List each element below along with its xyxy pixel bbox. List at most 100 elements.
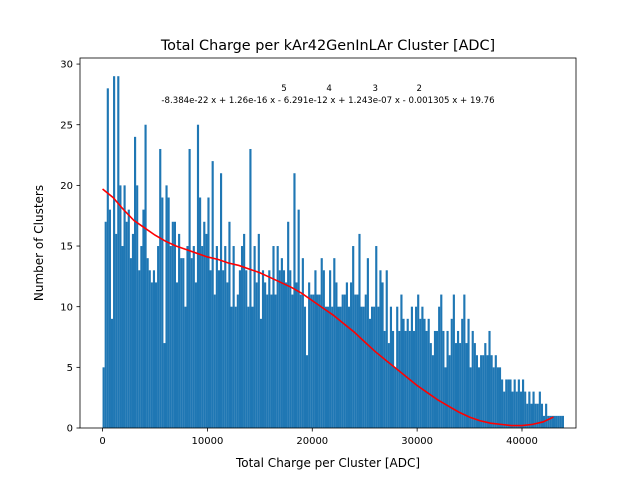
histogram-bar — [274, 294, 277, 428]
histogram-bar — [253, 246, 256, 428]
histogram-bar — [215, 246, 218, 428]
histogram-bar — [264, 282, 267, 428]
histogram-bar — [115, 233, 118, 428]
histogram-bar — [498, 367, 502, 428]
histogram-bar — [134, 136, 137, 428]
histogram-bar — [291, 294, 294, 428]
histogram-bar — [475, 355, 479, 428]
x-tick-label: 30000 — [401, 436, 433, 447]
histogram-bar — [138, 270, 141, 428]
histogram-bar — [515, 391, 518, 428]
histogram-bar — [356, 294, 359, 428]
histogram-bar — [444, 367, 447, 428]
histogram-bar — [180, 258, 183, 428]
histogram-bar — [480, 355, 483, 428]
histogram-bar — [314, 270, 317, 428]
histogram-bar — [517, 379, 520, 428]
histogram-bar — [224, 246, 227, 428]
histogram-bar — [347, 306, 351, 428]
histogram-bar — [199, 197, 202, 428]
histogram-bar — [538, 391, 541, 428]
histogram-bar — [333, 258, 336, 428]
histogram-bar — [442, 330, 445, 428]
histogram-bar — [266, 294, 269, 428]
histogram-bar — [429, 343, 432, 428]
histogram-bar — [293, 173, 296, 428]
histogram-bar — [121, 246, 124, 428]
histogram-bar — [169, 246, 172, 428]
fit-layer — [102, 188, 554, 427]
histogram-bar — [276, 246, 279, 428]
histogram-bar — [240, 246, 244, 428]
histogram-bar — [490, 355, 493, 428]
histogram-bar — [387, 343, 390, 428]
histogram-bar — [278, 270, 281, 428]
histogram-bar — [167, 197, 170, 428]
histogram-bar — [201, 246, 204, 428]
histogram-bar — [194, 282, 197, 428]
histogram-bar — [228, 221, 231, 428]
histogram-bar — [305, 355, 309, 428]
histogram-bar — [110, 318, 114, 428]
histogram-bar — [482, 355, 485, 428]
y-tick-label: 30 — [60, 60, 73, 71]
histogram-bar — [467, 318, 470, 428]
histogram-bar — [308, 282, 311, 428]
histogram-bar — [184, 306, 187, 428]
histogram-bar — [113, 76, 116, 429]
histogram-bar — [182, 258, 185, 428]
histogram-bar — [427, 318, 430, 428]
histogram-bar — [503, 391, 506, 428]
histogram-bar — [385, 270, 388, 428]
histogram-bar — [123, 185, 126, 428]
histogram-bar — [287, 221, 290, 428]
histogram-bar — [249, 148, 252, 428]
histogram-bar — [358, 233, 361, 428]
histogram-bar — [452, 294, 455, 428]
histogram-bar — [528, 391, 531, 428]
histogram-bar — [524, 391, 527, 428]
histogram-bar — [268, 270, 271, 428]
histogram-bar — [400, 294, 403, 428]
histogram-bar — [219, 173, 223, 428]
histogram-bar — [163, 343, 166, 428]
histogram-bar — [341, 294, 344, 428]
fit-exponent-label: 5 — [281, 84, 286, 94]
x-axis-label: Total Charge per Cluster [ADC] — [235, 456, 420, 470]
histogram-bar — [379, 270, 382, 428]
histogram-bar — [157, 246, 160, 428]
histogram-bar — [136, 185, 139, 428]
histogram-bar — [377, 306, 380, 428]
histogram-bar — [243, 233, 246, 428]
histogram-bar — [421, 306, 424, 428]
histogram-bar — [190, 258, 193, 428]
histogram-bar — [465, 343, 468, 428]
histogram-bar — [104, 221, 107, 428]
histogram-bar — [303, 306, 307, 428]
histogram-bar — [150, 282, 153, 428]
histogram-bar — [102, 367, 105, 428]
histogram-bar — [316, 294, 319, 428]
histogram-bar — [507, 379, 510, 428]
histogram-bar — [354, 294, 357, 428]
histogram-bar — [454, 343, 458, 428]
histogram-bar — [362, 306, 365, 428]
histogram-bar — [295, 282, 298, 428]
histogram-bar — [117, 76, 120, 429]
histogram-bar — [484, 343, 487, 428]
histogram-bar — [494, 355, 497, 428]
histogram-bar — [559, 415, 562, 428]
histogram-bar — [312, 294, 315, 428]
histogram-bar — [477, 367, 481, 428]
histogram-bar — [232, 246, 235, 428]
histogram-bar — [257, 233, 260, 428]
histogram-bar — [106, 88, 109, 428]
histogram-bar — [125, 221, 128, 428]
fit-annotation-text: -8.384e-22 x + 1.26e-16 x - 6.291e-12 x … — [161, 96, 494, 106]
histogram-bar — [492, 367, 495, 428]
x-tick-label: 0 — [99, 436, 105, 447]
histogram-bar — [324, 306, 328, 428]
histogram-bar — [196, 124, 200, 428]
histogram-bar — [501, 379, 504, 428]
y-tick-label: 25 — [60, 120, 73, 131]
